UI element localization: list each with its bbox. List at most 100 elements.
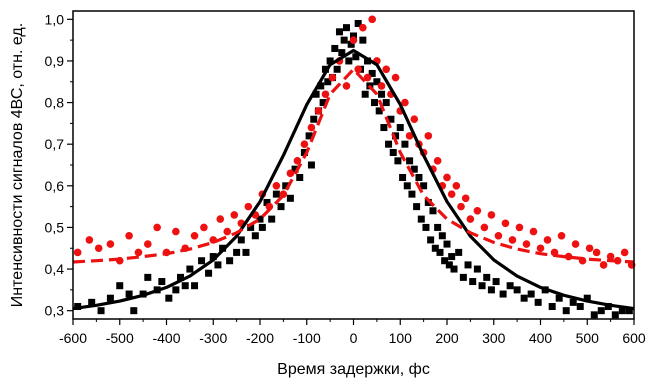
data-point-circle (424, 132, 433, 140)
data-point-square (251, 232, 259, 240)
data-point-square (469, 278, 477, 286)
y-tick-label: 0,4 (45, 261, 65, 277)
data-point-circle (529, 227, 538, 236)
y-tick-label: 0,9 (45, 53, 65, 69)
data-point-square (394, 157, 402, 165)
data-point-square (380, 124, 388, 132)
data-point-square (387, 115, 395, 123)
data-point-square (625, 307, 633, 315)
data-point-square (321, 65, 329, 73)
data-point-square (569, 298, 577, 306)
data-point-square (282, 182, 290, 190)
y-axis: 0,3 0,4 0,5 0,6 0,7 0,8 0,9 1,0 (45, 11, 73, 319)
data-point-square (382, 99, 390, 107)
data-point-circle (363, 73, 372, 82)
data-point-square (499, 290, 507, 298)
data-point-circle (377, 82, 386, 90)
data-point-square (350, 32, 357, 40)
x-axis: -600 -500 -400 -300 -200 -100 0 100 200 300 400 500… (59, 319, 646, 346)
data-point-square (361, 90, 369, 98)
data-point-square (389, 149, 397, 157)
data-point-circle (557, 231, 566, 240)
data-point-circle (190, 231, 199, 240)
data-point-square (172, 286, 180, 294)
data-point-circle (354, 65, 362, 74)
data-point-circle (508, 236, 517, 244)
data-point-circle (487, 211, 496, 219)
data-point-square (368, 69, 376, 77)
data-point-square (300, 149, 308, 157)
data-point-square (408, 190, 416, 198)
data-point-circle (85, 236, 94, 244)
data-point-square (427, 236, 435, 244)
data-point-square (352, 53, 360, 61)
data-point-square (345, 57, 353, 65)
x-tick-label: 500 (576, 330, 600, 346)
data-point-circle (359, 23, 367, 32)
data-point-circle (457, 202, 465, 211)
data-point-circle (244, 202, 253, 211)
data-point-square (242, 248, 250, 256)
data-point-square (473, 265, 481, 273)
x-tick-label: -200 (246, 330, 274, 346)
data-point-square (436, 248, 444, 256)
data-point-square (527, 290, 535, 298)
data-point-circle (410, 115, 419, 124)
data-point-square (116, 282, 124, 290)
data-point-square (375, 107, 383, 115)
data-point-square (513, 286, 521, 294)
data-point-square (317, 82, 325, 90)
fit-curve-solid (72, 48, 635, 311)
x-tick-label: 600 (622, 330, 646, 346)
data-point-square (263, 198, 271, 206)
data-point-circle (494, 231, 503, 240)
data-point-square (590, 311, 598, 319)
data-point-square (277, 203, 285, 211)
data-point-square (441, 257, 449, 265)
data-point-square (420, 182, 428, 190)
data-point-square (396, 124, 404, 132)
data-point-circle (443, 173, 451, 182)
data-point-square (181, 282, 189, 290)
data-point-circle (144, 240, 152, 248)
x-tick-label: -600 (59, 330, 87, 346)
data-point-circle (172, 227, 180, 236)
plot-area (72, 15, 636, 319)
data-point-square (431, 244, 439, 252)
data-point-circle (536, 244, 545, 253)
data-point-circle (447, 190, 456, 198)
data-point-square (464, 261, 472, 269)
data-point-square (347, 40, 355, 48)
data-point-circle (452, 182, 461, 190)
data-point-circle (480, 223, 489, 232)
data-point-square (401, 140, 409, 148)
data-point-square (385, 140, 393, 148)
data-point-square (268, 215, 276, 223)
y-tick-label: 0,7 (45, 136, 65, 152)
data-point-square (478, 282, 486, 290)
data-point-square (130, 307, 138, 315)
data-point-square (324, 78, 332, 86)
data-point-square (483, 273, 491, 281)
data-point-square (205, 269, 213, 277)
data-point-square (438, 232, 446, 240)
data-point-circle (134, 248, 143, 257)
data-point-square (492, 278, 500, 286)
data-point-square (125, 290, 133, 298)
data-point-circle (94, 244, 103, 253)
data-point-square (214, 261, 222, 269)
data-point-square (319, 99, 327, 107)
data-point-square (342, 24, 350, 32)
data-point-square (399, 173, 407, 181)
data-point-square (158, 278, 166, 286)
data-point-circle (564, 252, 573, 261)
data-point-square (413, 203, 421, 211)
x-tick-label: 0 (350, 330, 358, 346)
data-point-square (144, 273, 152, 281)
data-point-square (198, 257, 206, 265)
data-point-square (378, 90, 386, 98)
data-point-square (520, 294, 528, 302)
data-point-square (448, 253, 456, 261)
data-point-square (291, 165, 299, 173)
